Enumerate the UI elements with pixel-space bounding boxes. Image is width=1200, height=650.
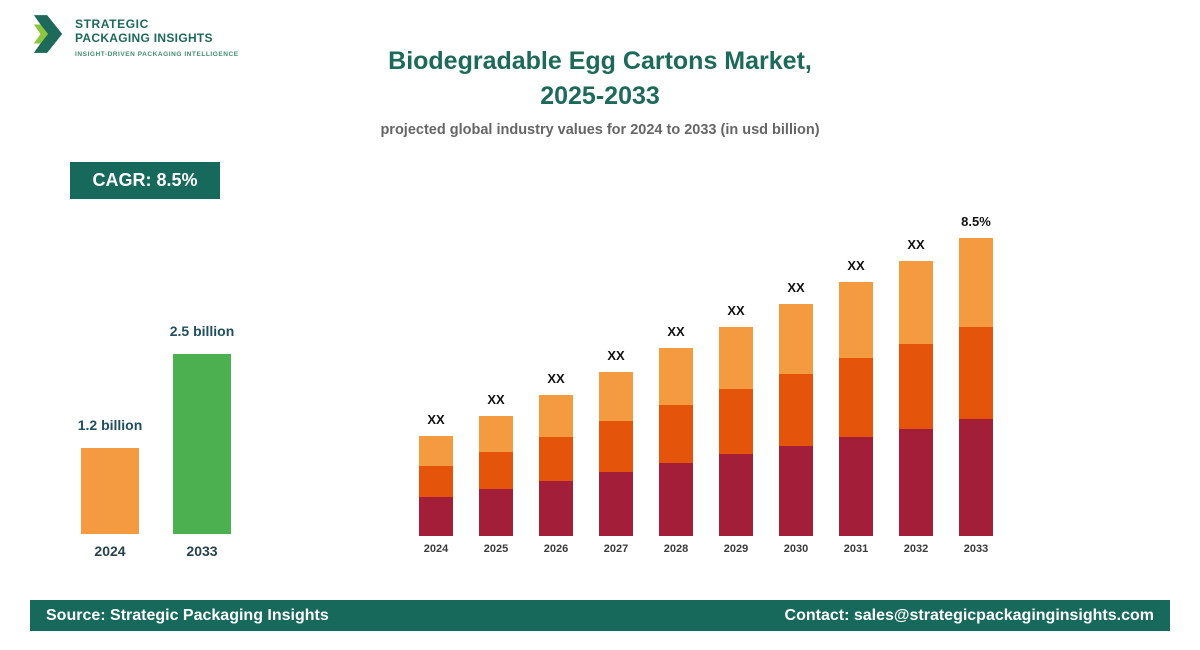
bar-segment-bottom — [539, 481, 573, 536]
footer-contact: Contact: sales@strategicpackaginginsight… — [784, 606, 1154, 624]
page-subtitle: projected global industry values for 202… — [380, 122, 820, 138]
title-block: Biodegradable Egg Cartons Market, 2025-2… — [0, 44, 1200, 138]
logo-chevron-icon — [32, 12, 66, 56]
bar-segment-top — [719, 327, 753, 389]
x-axis-label: 2026 — [543, 543, 569, 555]
bar-value-label: XX — [607, 348, 625, 363]
bar-segment-middle — [839, 358, 873, 437]
bar-segment-top — [479, 416, 513, 452]
x-axis-label: 2025 — [483, 543, 509, 555]
bar-segment-bottom — [959, 419, 993, 536]
bar-value-label: XX — [847, 258, 865, 273]
bar-segment-top — [839, 282, 873, 358]
stacked-bar — [779, 304, 813, 536]
comparison-bar — [81, 448, 139, 534]
comparison-bar — [173, 354, 231, 534]
page-title-line1: Biodegradable Egg Cartons Market, — [388, 47, 812, 75]
x-axis-label: 2030 — [783, 543, 809, 555]
comparison-x-axis-label: 2024 — [94, 543, 126, 559]
comparison-bar-column: 1.2 billion 2024 — [77, 417, 143, 560]
bar-segment-top — [659, 348, 693, 405]
bar-value-label: XX — [547, 371, 565, 386]
bar-column: XX 2026 — [526, 371, 586, 555]
x-axis-label: 2029 — [723, 543, 749, 555]
stacked-bar — [599, 372, 633, 536]
bar-segment-bottom — [839, 437, 873, 536]
bar-column: XX 2025 — [466, 392, 526, 555]
logo-tagline: INSIGHT-DRIVEN PACKAGING INTELLIGENCE — [75, 50, 239, 58]
x-axis-label: 2032 — [903, 543, 929, 555]
bar-segment-middle — [479, 452, 513, 489]
bar-segment-top — [539, 395, 573, 437]
x-axis-label: 2024 — [423, 543, 449, 555]
bar-column: XX 2029 — [706, 303, 766, 555]
x-axis-label: 2033 — [963, 543, 989, 555]
stacked-bar — [479, 416, 513, 536]
stacked-bar — [719, 327, 753, 536]
comparison-value-label: 1.2 billion — [77, 417, 143, 433]
bar-column: 8.5% 2033 — [946, 214, 1006, 555]
stacked-bar — [419, 436, 453, 536]
page-title-line2: 2025-2033 — [540, 81, 660, 110]
bar-segment-middle — [959, 327, 993, 419]
logo-line1: STRATEGIC — [75, 17, 149, 31]
stacked-bar-chart: XX 2024 XX 2025 XX 2026 XX 2027 XX 2028 XX 2029 XX 20… — [406, 190, 1006, 555]
comparison-x-axis-label: 2033 — [186, 543, 218, 559]
bar-value-label: XX — [907, 237, 925, 252]
bar-segment-middle — [419, 466, 453, 497]
bar-column: XX 2030 — [766, 280, 826, 555]
logo-text: STRATEGIC PACKAGING INSIGHTS INSIGHT-DRI… — [75, 12, 239, 58]
bar-segment-middle — [659, 405, 693, 463]
footer-bar: Source: Strategic Packaging Insights Con… — [30, 600, 1170, 631]
bar-value-label: 8.5% — [961, 214, 991, 229]
bar-segment-middle — [899, 344, 933, 429]
x-axis-label: 2031 — [843, 543, 869, 555]
stacked-bar — [539, 395, 573, 536]
bar-segment-top — [599, 372, 633, 421]
comparison-value-label: 2.5 billion — [169, 323, 235, 339]
bar-segment-top — [959, 238, 993, 327]
bar-segment-middle — [539, 437, 573, 481]
bar-value-label: XX — [787, 280, 805, 295]
stacked-bar — [899, 261, 933, 536]
bar-segment-top — [419, 436, 453, 466]
bar-segment-top — [899, 261, 933, 344]
bar-column: XX 2032 — [886, 237, 946, 555]
stacked-bar — [959, 238, 993, 536]
bar-column: XX 2024 — [406, 412, 466, 555]
company-logo: STRATEGIC PACKAGING INSIGHTS INSIGHT-DRI… — [32, 12, 239, 58]
stacked-bar — [659, 348, 693, 536]
bar-segment-bottom — [719, 454, 753, 536]
bar-segment-bottom — [479, 489, 513, 536]
bar-segment-bottom — [659, 463, 693, 536]
bar-segment-middle — [779, 374, 813, 446]
x-axis-label: 2027 — [603, 543, 629, 555]
bar-column: XX 2028 — [646, 324, 706, 555]
stacked-bar — [839, 282, 873, 536]
bar-segment-bottom — [779, 446, 813, 536]
bar-segment-bottom — [599, 472, 633, 536]
bar-value-label: XX — [727, 303, 745, 318]
comparison-bar-column: 2.5 billion 2033 — [169, 323, 235, 560]
cagr-badge: CAGR: 8.5% — [70, 162, 220, 199]
bar-column: XX 2031 — [826, 258, 886, 555]
bar-segment-middle — [719, 389, 753, 454]
bar-value-label: XX — [667, 324, 685, 339]
bar-column: XX 2027 — [586, 348, 646, 555]
footer-source: Source: Strategic Packaging Insights — [46, 606, 329, 624]
bar-segment-bottom — [419, 497, 453, 536]
bar-value-label: XX — [487, 392, 505, 407]
logo-line2: PACKAGING INSIGHTS — [75, 31, 213, 46]
bar-segment-bottom — [899, 429, 933, 536]
bar-segment-top — [779, 304, 813, 374]
x-axis-label: 2028 — [663, 543, 689, 555]
bar-segment-middle — [599, 421, 633, 472]
bar-value-label: XX — [427, 412, 445, 427]
growth-comparison-chart: 1.2 billion 2024 2.5 billion 2033 — [77, 298, 235, 560]
